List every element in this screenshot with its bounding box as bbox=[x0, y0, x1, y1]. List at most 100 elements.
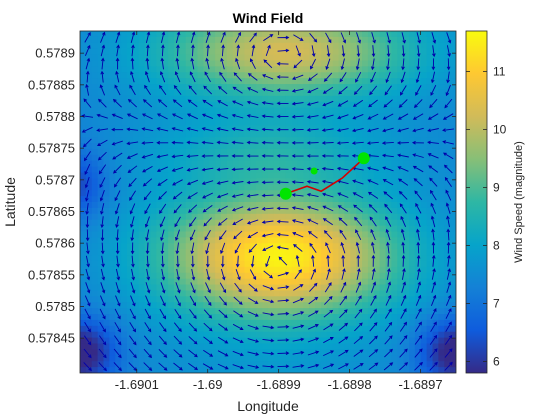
heatmap-cell bbox=[356, 166, 363, 174]
heatmap-cell bbox=[285, 42, 293, 50]
heatmap-cell bbox=[397, 302, 404, 309]
heatmap-cell bbox=[291, 84, 298, 91]
heatmap-cell bbox=[115, 290, 122, 297]
heatmap-cell bbox=[344, 60, 351, 67]
heatmap-cell bbox=[80, 143, 87, 150]
heatmap-cell bbox=[403, 160, 410, 168]
heatmap-cell bbox=[320, 225, 328, 233]
heatmap-cell bbox=[191, 131, 199, 138]
wind-arrow bbox=[156, 166, 168, 173]
heatmap-cell bbox=[132, 84, 140, 91]
heatmap-cell bbox=[326, 66, 334, 73]
heatmap-cell bbox=[138, 113, 146, 121]
heatmap-cell bbox=[385, 260, 392, 268]
heatmap-cell bbox=[138, 202, 146, 209]
heatmap-cell bbox=[297, 314, 304, 321]
heatmap-cell bbox=[91, 225, 99, 233]
heatmap-cell bbox=[309, 319, 316, 327]
heatmap-cell bbox=[150, 131, 157, 138]
wind-arrow bbox=[430, 321, 437, 332]
wind-arrow bbox=[158, 362, 168, 371]
heatmap-cell bbox=[150, 255, 157, 262]
heatmap-cell bbox=[85, 278, 93, 286]
heatmap-cell bbox=[315, 231, 322, 238]
heatmap-cell bbox=[244, 137, 251, 144]
heatmap-cell bbox=[362, 190, 369, 197]
wind-arrow bbox=[382, 179, 394, 186]
heatmap-cell bbox=[209, 296, 216, 303]
heatmap-cell bbox=[367, 349, 375, 356]
heatmap-cell bbox=[279, 172, 287, 180]
wind-arrow bbox=[143, 362, 153, 371]
heatmap-cell bbox=[309, 148, 316, 156]
heatmap-cell bbox=[256, 202, 263, 209]
wind-arrow bbox=[206, 255, 210, 268]
heatmap-cell bbox=[291, 361, 298, 368]
heatmap-cell bbox=[174, 213, 181, 221]
heatmap-cell bbox=[409, 219, 416, 227]
heatmap-cell bbox=[420, 172, 428, 180]
heatmap-cell bbox=[215, 349, 222, 356]
heatmap-cell bbox=[268, 314, 275, 321]
heatmap-cell bbox=[344, 95, 351, 103]
heatmap-cell bbox=[420, 367, 428, 373]
heatmap-cell bbox=[203, 225, 210, 233]
heatmap-cell bbox=[103, 219, 110, 227]
heatmap-cell bbox=[438, 78, 445, 85]
heatmap-cell bbox=[338, 42, 345, 50]
heatmap-cell bbox=[91, 89, 99, 97]
heatmap-cell bbox=[391, 166, 398, 174]
heatmap-cell bbox=[85, 225, 93, 233]
heatmap-cell bbox=[273, 290, 281, 297]
heatmap-cell bbox=[162, 225, 169, 233]
heatmap-cell bbox=[121, 113, 128, 121]
heatmap-cell bbox=[179, 107, 187, 115]
heatmap-cell bbox=[273, 166, 281, 174]
heatmap-cell bbox=[373, 95, 381, 103]
heatmap-cell bbox=[97, 95, 105, 103]
wind-arrow bbox=[291, 88, 304, 93]
heatmap-cell bbox=[414, 331, 422, 339]
heatmap-cell bbox=[320, 42, 328, 50]
heatmap-cell bbox=[197, 125, 204, 132]
heatmap-cell bbox=[285, 178, 293, 185]
wind-arrow bbox=[308, 310, 319, 317]
heatmap-cell bbox=[232, 284, 240, 292]
heatmap-cell bbox=[385, 231, 392, 238]
wind-arrow bbox=[415, 202, 422, 214]
heatmap-cell bbox=[185, 231, 193, 238]
heatmap-cell bbox=[232, 231, 240, 238]
wind-arrow bbox=[174, 71, 181, 83]
heatmap-cell bbox=[185, 148, 193, 156]
heatmap-cell bbox=[291, 272, 298, 280]
heatmap-cell bbox=[168, 31, 175, 38]
heatmap-cell bbox=[273, 331, 281, 339]
heatmap-cell bbox=[262, 196, 269, 203]
heatmap-cell bbox=[238, 95, 246, 103]
heatmap-cell bbox=[256, 60, 263, 67]
heatmap-cell bbox=[144, 184, 152, 191]
heatmap-cell bbox=[373, 66, 381, 73]
heatmap-cell bbox=[344, 119, 351, 126]
heatmap-cell bbox=[197, 72, 204, 79]
heatmap-cell bbox=[397, 255, 404, 262]
heatmap-cell bbox=[303, 314, 310, 321]
heatmap-cell bbox=[150, 266, 157, 274]
heatmap-cell bbox=[85, 213, 93, 221]
heatmap-cell bbox=[150, 243, 157, 250]
heatmap-cell bbox=[232, 148, 240, 156]
heatmap-cell bbox=[103, 331, 110, 339]
wind-arrow bbox=[219, 230, 227, 241]
heatmap-cell bbox=[350, 54, 357, 62]
heatmap-cell bbox=[297, 166, 304, 174]
heatmap-cell bbox=[168, 302, 175, 309]
heatmap-cell bbox=[138, 131, 146, 138]
heatmap-cell bbox=[432, 31, 439, 38]
wind-arrow bbox=[248, 283, 258, 292]
heatmap-cell bbox=[397, 325, 404, 333]
wind-arrow bbox=[85, 57, 91, 70]
heatmap-cell bbox=[397, 107, 404, 115]
heatmap-cell bbox=[444, 296, 451, 303]
heatmap-cell bbox=[303, 131, 310, 138]
heatmap-cell bbox=[391, 137, 398, 144]
